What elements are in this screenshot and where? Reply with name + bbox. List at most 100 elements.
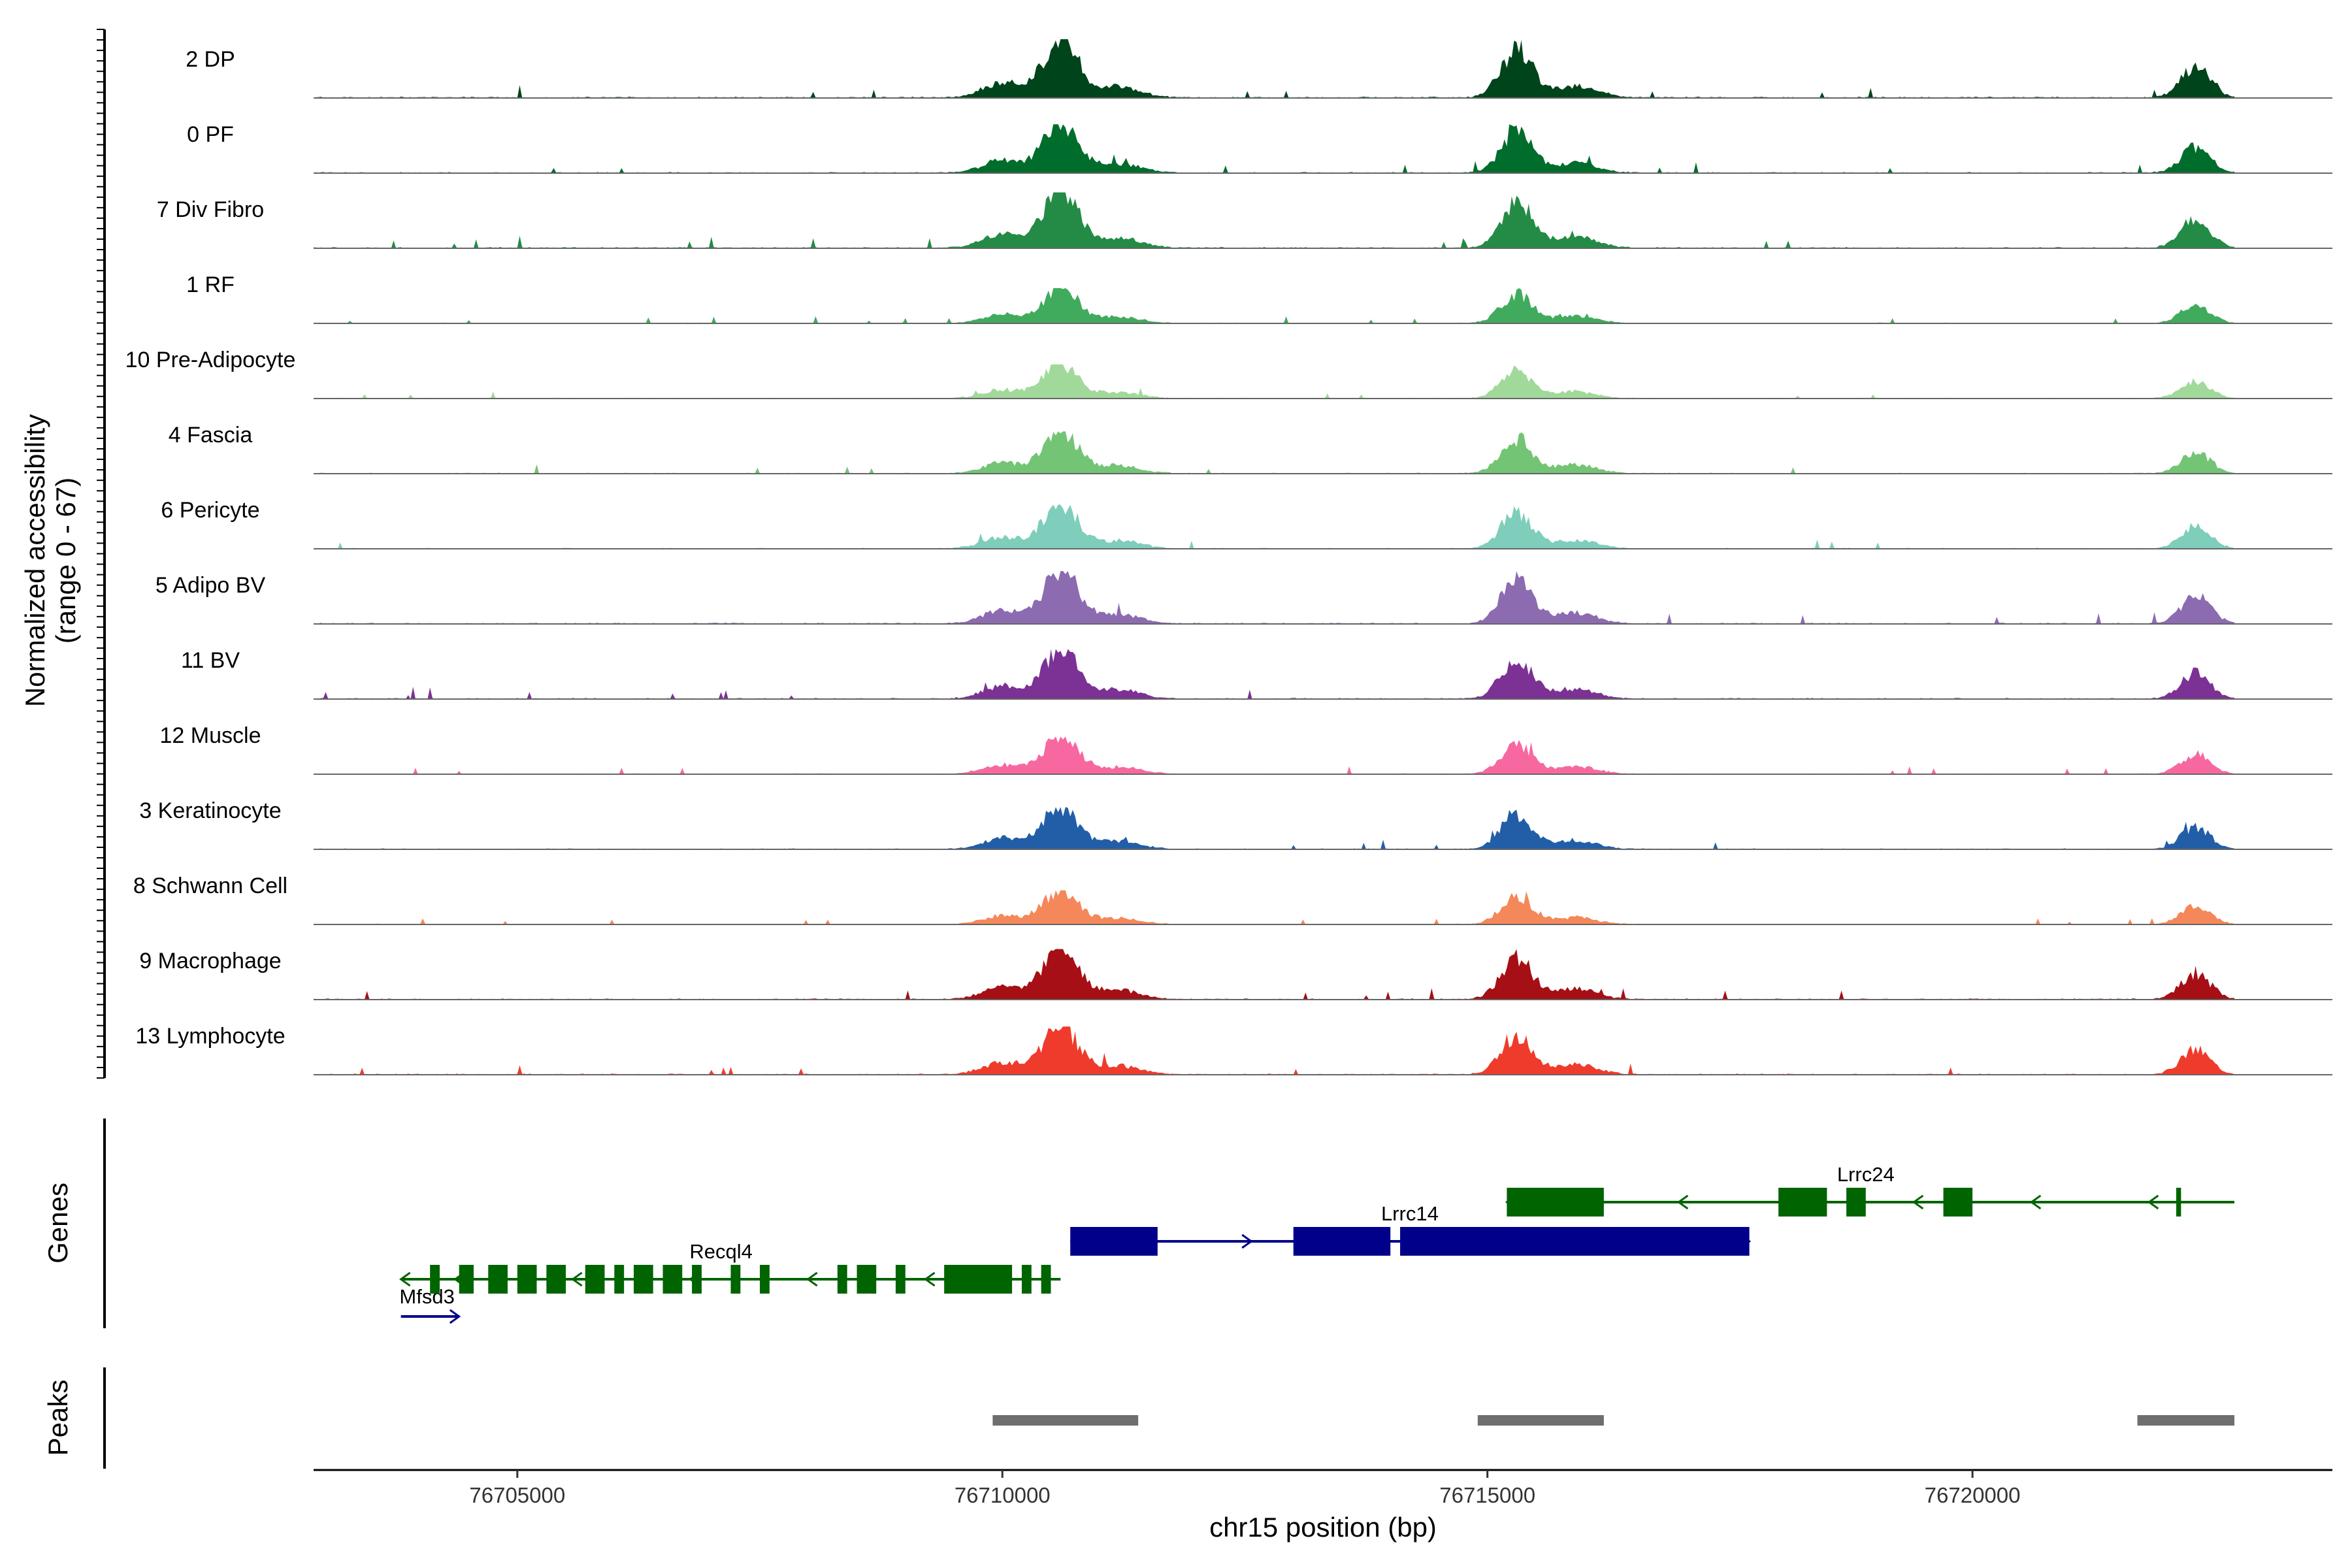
exon [692,1265,702,1294]
track-label: 10 Pre-Adipocyte [125,348,296,372]
coverage-area [314,890,2234,924]
exon [1293,1227,1391,1256]
x-tick-label: 76720000 [1925,1483,2021,1507]
track-label: 9 Macrophage [139,949,281,973]
track-8-schwann-cell: 8 Schwann Cell [133,874,2332,925]
gene-lrrc14: Lrrc14 [1070,1202,1752,1256]
exon [895,1265,906,1294]
track-10-pre-adipocyte: 10 Pre-Adipocyte [125,348,2332,399]
peak-region [992,1415,1139,1426]
x-axis-title: chr15 position (bp) [1209,1512,1437,1543]
peak-region [2137,1415,2234,1426]
exon [488,1265,508,1294]
track-label: 5 Adipo BV [155,573,266,598]
coverage-area [314,364,2234,399]
gene-label: Lrrc14 [1381,1202,1439,1225]
strand-chevron [1676,1194,1689,1210]
exon [1846,1188,1866,1217]
peak-region [1477,1415,1604,1426]
track-11-bv: 11 BV [181,648,2332,700]
track-0-pf: 0 PF [187,122,2332,174]
exon [459,1265,474,1294]
gene-recql4: Recql4 [399,1240,1061,1294]
track-6-pericyte: 6 Pericyte [161,498,2332,549]
strand-chevron [924,1271,936,1287]
x-tick-label: 76705000 [469,1483,565,1507]
exon [430,1265,440,1294]
y-axis [97,29,106,1079]
track-2-dp: 2 DP [186,39,2332,99]
track-12-muscle: 12 Muscle [160,723,2332,775]
gene-label: Recql4 [689,1240,753,1263]
exon [857,1265,877,1294]
gene-mfsd3: Mfsd3 [399,1285,461,1324]
coverage-area [314,571,2234,624]
coverage-area [314,39,2234,98]
track-9-macrophage: 9 Macrophage [139,949,2332,1000]
track-label: 11 BV [181,648,240,673]
exon [837,1265,847,1294]
exon [614,1265,625,1294]
y-axis-title-line2: (range 0 - 67) [50,478,81,644]
strand-chevron [1912,1194,1924,1210]
strand-arrowhead [449,1309,461,1324]
exon [1778,1188,1827,1217]
track-label: 4 Fascia [169,423,253,448]
exon [546,1265,566,1294]
gene-lrrc24: Lrrc24 [1505,1163,2234,1217]
track-7-div-fibro: 7 Div Fibro [157,192,2332,249]
coverage-area [314,124,2234,173]
strand-chevron [1241,1233,1253,1249]
x-tick-label: 76715000 [1439,1483,1535,1507]
coverage-area [314,1026,2234,1075]
exon [517,1265,537,1294]
strand-chevron [806,1271,818,1287]
track-3-keratinocyte: 3 Keratinocyte [139,798,2332,850]
x-tick-label: 76710000 [955,1483,1051,1507]
strand-chevron [2147,1194,2159,1210]
exon [944,1265,1013,1294]
coverage-area [314,192,2234,248]
peaks-panel-title: Peaks [42,1380,73,1456]
track-13-lymphocyte: 13 Lymphocyte [135,1024,2332,1075]
exon [1041,1265,1051,1294]
coverage-area [314,807,2234,849]
exon [2176,1188,2181,1217]
exon [760,1265,770,1294]
track-5-adipo-bv: 5 Adipo BV [155,571,2332,625]
gene-label: Mfsd3 [399,1285,454,1308]
genes-panel: Genes Mfsd3 Recql4 Lrrc14 Lrrc24 [42,1119,2234,1328]
exon [1400,1227,1750,1256]
y-axis-title-line1: Normalized accessibility [20,414,50,707]
coverage-area [314,288,2234,323]
track-label: 2 DP [186,47,235,72]
track-label: 13 Lymphocyte [135,1024,285,1049]
track-label: 8 Schwann Cell [133,874,287,898]
strand-chevron [571,1271,583,1287]
coverage-area [314,504,2234,549]
exon [1021,1265,1032,1294]
gene-label: Lrrc24 [1837,1163,1895,1186]
track-4-fascia: 4 Fascia [169,423,2332,474]
track-1-rf: 1 RF [186,272,2332,324]
track-label: 3 Keratinocyte [139,798,281,823]
exon [634,1265,653,1294]
track-label: 12 Muscle [160,723,261,748]
y-axis-title: Normalized accessibility (range 0 - 67) [20,414,81,707]
coverage-area [314,431,2234,474]
track-label: 6 Pericyte [161,498,259,523]
x-axis: 76705000 76710000 76715000 76720000 chr15 p… [314,1469,2332,1543]
track-label: 7 Div Fibro [157,197,264,222]
exon [585,1265,605,1294]
track-label: 0 PF [187,122,234,147]
peaks-panel: Peaks [42,1367,2234,1469]
exon [662,1265,683,1294]
exon [1070,1227,1158,1256]
exon [1943,1188,1973,1217]
coverage-area [314,949,2234,1000]
track-label: 1 RF [186,272,235,297]
coverage-area [314,736,2234,774]
genes-panel-title: Genes [42,1183,73,1264]
strand-arrowhead [399,1271,411,1287]
